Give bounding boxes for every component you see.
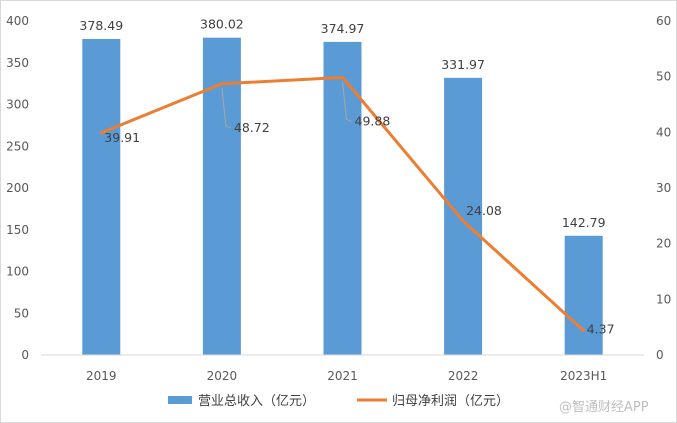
left-tick-label: 50 (14, 306, 29, 320)
line-point (582, 329, 586, 333)
line-label-leader (342, 81, 352, 122)
watermark: @智通财经APP (559, 400, 649, 415)
bar-series (82, 37, 603, 356)
bar (564, 235, 603, 355)
line-data-label: 49.88 (355, 113, 391, 128)
x-tick-label: 2021 (327, 369, 358, 383)
legend-swatch-bar (168, 396, 192, 404)
right-tick-label: 60 (656, 14, 671, 28)
bar-data-label: 374.97 (321, 21, 365, 36)
line-point (99, 131, 103, 135)
left-tick-label: 400 (6, 14, 29, 28)
line-data-label: 24.08 (466, 203, 502, 218)
x-tick-label: 2023H1 (560, 369, 607, 383)
legend: 营业总收入（亿元） 归母净利润（亿元） (168, 394, 509, 409)
legend-label-bar: 营业总收入（亿元） (198, 394, 315, 409)
bar-data-labels: 378.49 380.02 374.97 331.97 142.79 (79, 17, 605, 230)
line-point (220, 82, 224, 86)
left-tick-label: 0 (21, 348, 29, 362)
right-y-axis: 0 10 20 30 40 50 60 (656, 14, 671, 362)
line-point (341, 75, 344, 79)
line-point (461, 219, 465, 223)
right-tick-label: 30 (656, 181, 671, 195)
left-tick-label: 200 (6, 181, 29, 195)
right-tick-label: 0 (656, 348, 664, 362)
line-label-leader (221, 87, 232, 129)
left-tick-label: 150 (6, 223, 29, 237)
line-data-label: 4.37 (587, 322, 615, 337)
right-tick-label: 10 (656, 292, 671, 306)
right-tick-label: 50 (656, 70, 671, 84)
x-tick-label: 2022 (448, 369, 479, 383)
line-series (99, 75, 586, 333)
bar-data-label: 380.02 (200, 17, 244, 32)
x-tick-label: 2019 (86, 369, 117, 383)
x-tick-label: 2020 (207, 369, 238, 383)
x-axis: 2019 2020 2021 2022 2023H1 (41, 354, 644, 383)
right-tick-label: 40 (656, 125, 671, 139)
left-tick-label: 350 (6, 56, 29, 70)
left-tick-label: 300 (6, 98, 29, 112)
legend-label-line: 归母净利润（亿元） (392, 394, 509, 409)
line-data-labels: 39.91 48.72 49.88 24.08 4.37 (104, 81, 615, 337)
line-data-label: 48.72 (234, 120, 270, 135)
bar (82, 38, 121, 356)
bar (444, 77, 483, 355)
left-y-axis: 0 50 100 150 200 250 300 350 400 (6, 14, 29, 362)
bar (323, 41, 362, 355)
line-data-label: 39.91 (104, 130, 140, 145)
bar-data-label: 378.49 (79, 18, 123, 33)
right-tick-label: 20 (656, 237, 671, 251)
bar-data-label: 142.79 (562, 215, 606, 230)
left-tick-label: 250 (6, 139, 29, 153)
bar-data-label: 331.97 (441, 57, 485, 72)
left-tick-label: 100 (6, 265, 29, 279)
